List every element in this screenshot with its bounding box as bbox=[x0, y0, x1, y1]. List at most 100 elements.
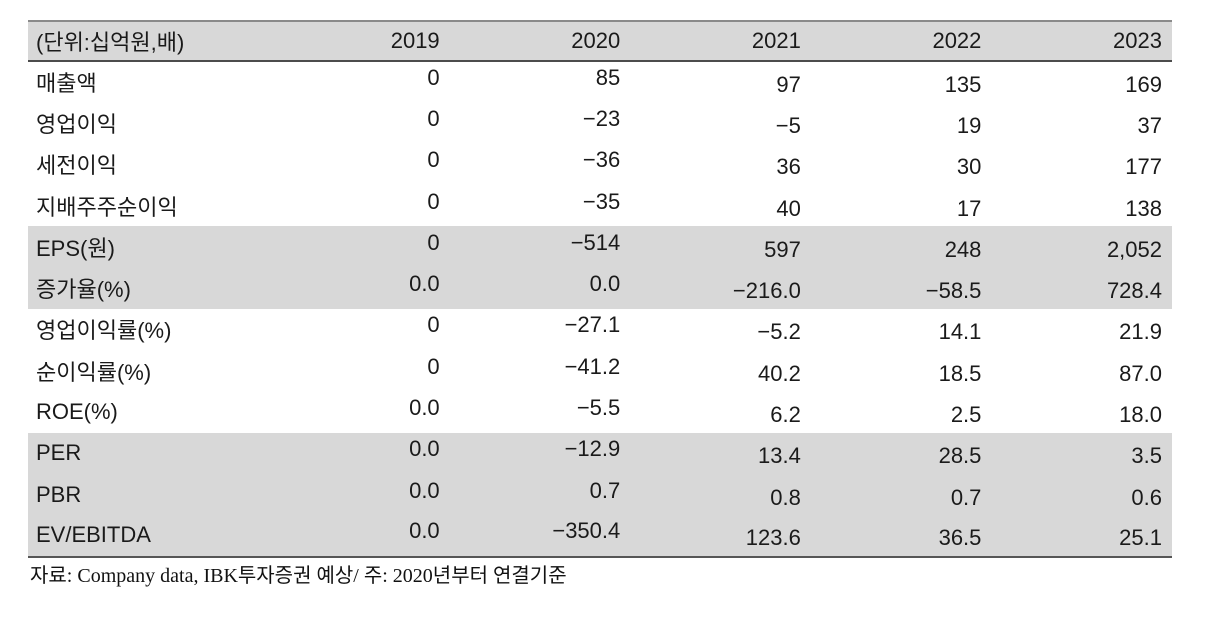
table-row: ROE(%) 0.0 −5.5 6.2 2.5 18.0 bbox=[28, 391, 1172, 432]
cell-value: 13.4 bbox=[630, 433, 811, 474]
cell-value-text: 14.1 bbox=[938, 319, 982, 345]
cell-value: −5 bbox=[630, 102, 811, 143]
cell-value: −216.0 bbox=[630, 267, 811, 308]
financial-summary-table-container: (단위:십억원,배) 2019 2020 2021 2022 2023 매출액 0 85 97… bbox=[28, 20, 1172, 558]
cell-value-text: 2.5 bbox=[950, 402, 982, 428]
cell-value: 0 bbox=[269, 226, 450, 267]
cell-value-text: 0 bbox=[427, 229, 440, 255]
cell-value-text: 0 bbox=[427, 147, 440, 173]
cell-value-text: 85 bbox=[595, 65, 621, 91]
cell-value: 2.5 bbox=[811, 391, 992, 432]
cell-value-text: 123.6 bbox=[745, 525, 801, 551]
cell-value-text: 18.0 bbox=[1119, 402, 1162, 428]
cell-value: 0 bbox=[269, 144, 450, 185]
cell-value: 597 bbox=[630, 226, 811, 267]
cell-value: 0 bbox=[269, 61, 450, 102]
cell-value: 18.5 bbox=[811, 350, 992, 391]
cell-value: −350.4 bbox=[450, 515, 631, 556]
cell-value: 87.0 bbox=[991, 350, 1172, 391]
cell-value-text: −514 bbox=[570, 229, 621, 255]
table-body: 매출액 0 85 97 135 169 영업이익 0 −23 −5 19 37 세전이익 0 −36 36 30… bbox=[28, 61, 1172, 557]
cell-value: 3.5 bbox=[991, 433, 1172, 474]
cell-value-text: 248 bbox=[944, 236, 982, 262]
cell-value-text: 28.5 bbox=[938, 443, 982, 469]
cell-value: −12.9 bbox=[450, 433, 631, 474]
cell-value: 0.0 bbox=[269, 391, 450, 432]
cell-value-text: 13.4 bbox=[758, 443, 801, 469]
cell-value-text: −35 bbox=[582, 188, 621, 214]
cell-value: 97 bbox=[630, 61, 811, 102]
cell-value: 25.1 bbox=[991, 515, 1172, 556]
cell-value-text: −216.0 bbox=[732, 278, 801, 304]
cell-value-text: 0.0 bbox=[409, 477, 440, 503]
cell-value: 0.0 bbox=[269, 474, 450, 515]
table-row: 지배주주순이익 0 −35 40 17 138 bbox=[28, 185, 1172, 226]
row-label: 영업이익률(%) bbox=[36, 318, 172, 344]
row-label: EPS(원) bbox=[36, 235, 115, 261]
cell-value-text: 0 bbox=[427, 65, 440, 91]
cell-value-text: 87.0 bbox=[1119, 360, 1162, 386]
cell-value-text: 0 bbox=[427, 188, 440, 214]
cell-value-text: 138 bbox=[1125, 195, 1162, 221]
cell-value: 0.0 bbox=[450, 267, 631, 308]
unit-label: (단위:십억원,배) bbox=[36, 30, 185, 55]
cell-value: 18.0 bbox=[991, 391, 1172, 432]
cell-value: 0 bbox=[269, 185, 450, 226]
cell-value-text: 0.0 bbox=[409, 518, 440, 544]
row-label: 세전이익 bbox=[36, 153, 117, 179]
cell-value-text: 0.7 bbox=[589, 477, 621, 503]
cell-value-text: 17 bbox=[956, 195, 982, 221]
cell-value-text: 0.6 bbox=[1131, 484, 1162, 510]
table-row: 매출액 0 85 97 135 169 bbox=[28, 61, 1172, 102]
row-label: 매출액 bbox=[36, 71, 97, 97]
cell-value-text: 0.0 bbox=[409, 271, 440, 297]
cell-value: 0 bbox=[269, 102, 450, 143]
cell-value-text: −36 bbox=[582, 147, 621, 173]
cell-value: 0.0 bbox=[269, 433, 450, 474]
cell-value-text: 169 bbox=[1125, 72, 1162, 98]
year-column-header: 2019 bbox=[390, 28, 440, 53]
cell-value-text: 36 bbox=[776, 154, 801, 180]
table-row: 세전이익 0 −36 36 30 177 bbox=[28, 144, 1172, 185]
cell-value-text: −5.2 bbox=[757, 319, 801, 345]
cell-value-text: −5.5 bbox=[576, 395, 621, 421]
header-row: (단위:십억원,배) 2019 2020 2021 2022 2023 bbox=[28, 21, 1172, 61]
cell-value: 28.5 bbox=[811, 433, 992, 474]
cell-value: 135 bbox=[811, 61, 992, 102]
cell-value: 138 bbox=[991, 185, 1172, 226]
cell-value-text: 0.0 bbox=[589, 271, 621, 297]
cell-value: 0.7 bbox=[811, 474, 992, 515]
cell-value: −23 bbox=[450, 102, 631, 143]
cell-value: −5.2 bbox=[630, 309, 811, 350]
cell-value-text: 40.2 bbox=[758, 360, 801, 386]
cell-value-text: 3.5 bbox=[1131, 443, 1162, 469]
cell-value-text: 0.0 bbox=[409, 436, 440, 462]
cell-value: 19 bbox=[811, 102, 992, 143]
cell-value: 17 bbox=[811, 185, 992, 226]
cell-value: 248 bbox=[811, 226, 992, 267]
table-row: PBR 0.0 0.7 0.8 0.7 0.6 bbox=[28, 473, 1172, 516]
table-row: 영업이익 0 −23 −5 19 37 bbox=[28, 102, 1172, 143]
cell-value: 36.5 bbox=[811, 515, 992, 556]
cell-value: −36 bbox=[450, 144, 631, 185]
cell-value-text: −58.5 bbox=[925, 278, 982, 304]
cell-value: 0.6 bbox=[991, 474, 1172, 515]
row-label: 순이익률(%) bbox=[36, 359, 152, 385]
cell-value: 0.7 bbox=[450, 474, 631, 515]
cell-value: 40 bbox=[630, 185, 811, 226]
cell-value-text: 0 bbox=[427, 105, 440, 131]
cell-value-text: 177 bbox=[1125, 154, 1162, 180]
cell-value-text: 21.9 bbox=[1119, 319, 1162, 345]
cell-value: −514 bbox=[450, 226, 631, 267]
row-label: ROE(%) bbox=[36, 399, 118, 425]
cell-value-text: 0.7 bbox=[950, 484, 982, 510]
cell-value-text: 728.4 bbox=[1106, 278, 1162, 304]
cell-value-text: 2,052 bbox=[1106, 236, 1162, 262]
cell-value: 0.0 bbox=[269, 267, 450, 308]
cell-value-text: 0.8 bbox=[770, 484, 801, 510]
cell-value: 40.2 bbox=[630, 350, 811, 391]
cell-value: −58.5 bbox=[811, 267, 992, 308]
cell-value-text: 25.1 bbox=[1119, 525, 1162, 551]
cell-value-text: 0 bbox=[427, 312, 440, 338]
cell-value: 85 bbox=[450, 61, 631, 102]
